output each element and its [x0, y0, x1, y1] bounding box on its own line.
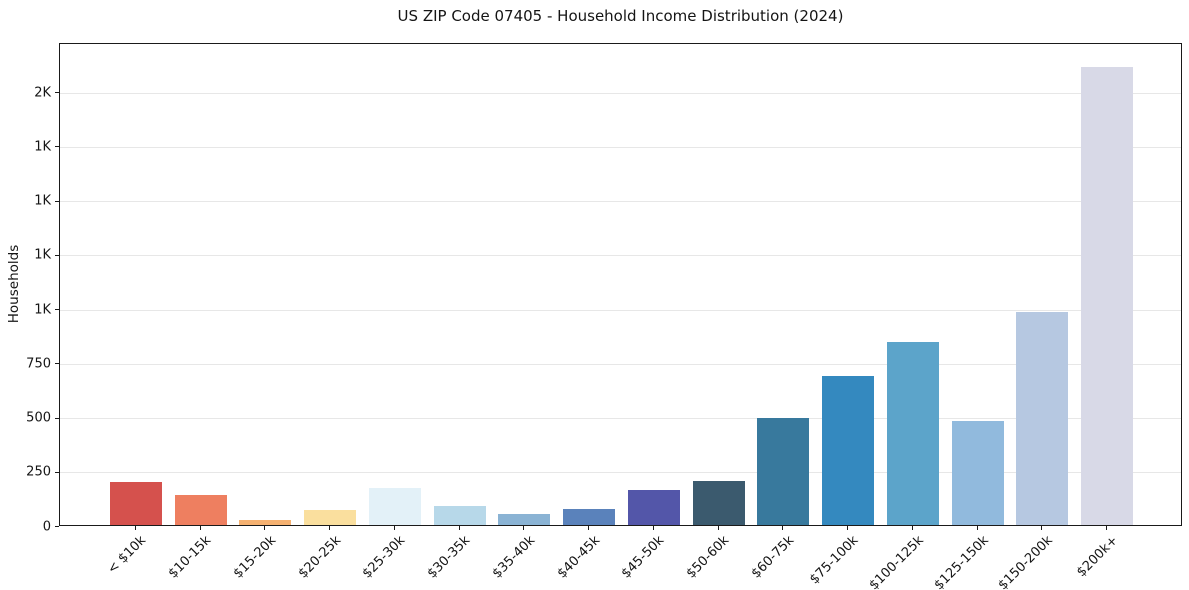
x-tick-label: $150-200k — [995, 533, 1057, 590]
y-tick-label: 1K — [34, 302, 51, 318]
x-tick-label: $40-45k — [554, 533, 603, 582]
y-tick-label: 1K — [34, 247, 51, 263]
y-tick-label: 2K — [34, 85, 51, 101]
y-axis-label: Households — [6, 244, 22, 324]
gridline — [60, 472, 1181, 474]
x-tick-mark — [264, 526, 266, 530]
x-tick-label: $15-20k — [230, 533, 279, 582]
y-tick-mark — [55, 200, 59, 202]
y-tick-label: 1K — [34, 193, 51, 209]
bar — [563, 508, 616, 525]
bar — [692, 480, 745, 525]
gridline — [60, 418, 1181, 419]
chart-title: US ZIP Code 07405 - Household Income Dis… — [397, 7, 844, 25]
x-tick-label: $100-125k — [866, 533, 927, 590]
plot-area — [59, 43, 1182, 526]
y-tick-mark — [55, 363, 59, 365]
bar — [627, 490, 680, 525]
x-tick-label: $125-150k — [931, 533, 992, 590]
gridline — [60, 255, 1181, 257]
x-tick-mark — [329, 526, 331, 530]
x-tick-label: $200k+ — [1073, 533, 1121, 581]
bar — [757, 417, 810, 525]
x-tick-mark — [717, 526, 719, 530]
bar — [433, 505, 486, 525]
y-tick-label: 250 — [26, 464, 51, 480]
y-tick-mark — [55, 254, 59, 256]
x-tick-mark — [911, 526, 913, 530]
x-tick-mark — [976, 526, 978, 530]
x-tick-label: $75-100k — [807, 533, 862, 588]
bar — [368, 488, 421, 525]
gridline — [60, 146, 1181, 148]
bar — [174, 494, 227, 525]
bar — [109, 481, 162, 525]
bar — [239, 519, 292, 525]
x-tick-label: $35-40k — [489, 533, 538, 582]
x-tick-mark — [134, 526, 136, 530]
x-tick-mark — [588, 526, 590, 530]
y-tick-mark — [55, 417, 59, 419]
bar — [1016, 312, 1069, 525]
y-tick-label: 0 — [42, 519, 51, 534]
gridline — [60, 363, 1181, 365]
y-tick-mark — [55, 526, 59, 527]
bar — [822, 376, 875, 525]
y-tick-label: 750 — [26, 356, 51, 372]
y-tick-label: 1K — [34, 139, 51, 155]
x-tick-mark — [458, 526, 460, 530]
bar — [951, 420, 1004, 525]
x-tick-mark — [393, 526, 395, 530]
y-tick-mark — [55, 92, 59, 94]
x-tick-label: < $10k — [105, 533, 150, 578]
bar — [498, 514, 551, 525]
y-tick-mark — [55, 146, 59, 148]
x-tick-label: $20-25k — [295, 533, 344, 582]
gridline — [60, 309, 1181, 311]
x-tick-label: $10-15k — [165, 533, 215, 582]
bar — [304, 509, 357, 525]
x-tick-mark — [523, 526, 525, 530]
x-tick-label: $30-35k — [424, 533, 474, 582]
gridline — [60, 92, 1181, 94]
y-tick-label: 500 — [26, 410, 51, 426]
x-tick-mark — [847, 526, 849, 530]
bar — [1081, 67, 1134, 525]
bar — [886, 341, 939, 525]
x-tick-label: $25-30k — [359, 533, 409, 582]
y-tick-mark — [55, 471, 59, 473]
x-tick-mark — [1041, 526, 1043, 530]
gridline — [60, 201, 1181, 203]
x-tick-mark — [782, 526, 784, 530]
x-tick-mark — [652, 526, 654, 530]
y-tick-mark — [55, 309, 59, 311]
x-tick-label: $60-75k — [748, 533, 798, 582]
x-tick-label: $45-50k — [619, 533, 668, 582]
x-tick-label: $50-60k — [683, 533, 733, 582]
x-tick-mark — [1106, 526, 1108, 530]
x-tick-mark — [199, 526, 201, 530]
